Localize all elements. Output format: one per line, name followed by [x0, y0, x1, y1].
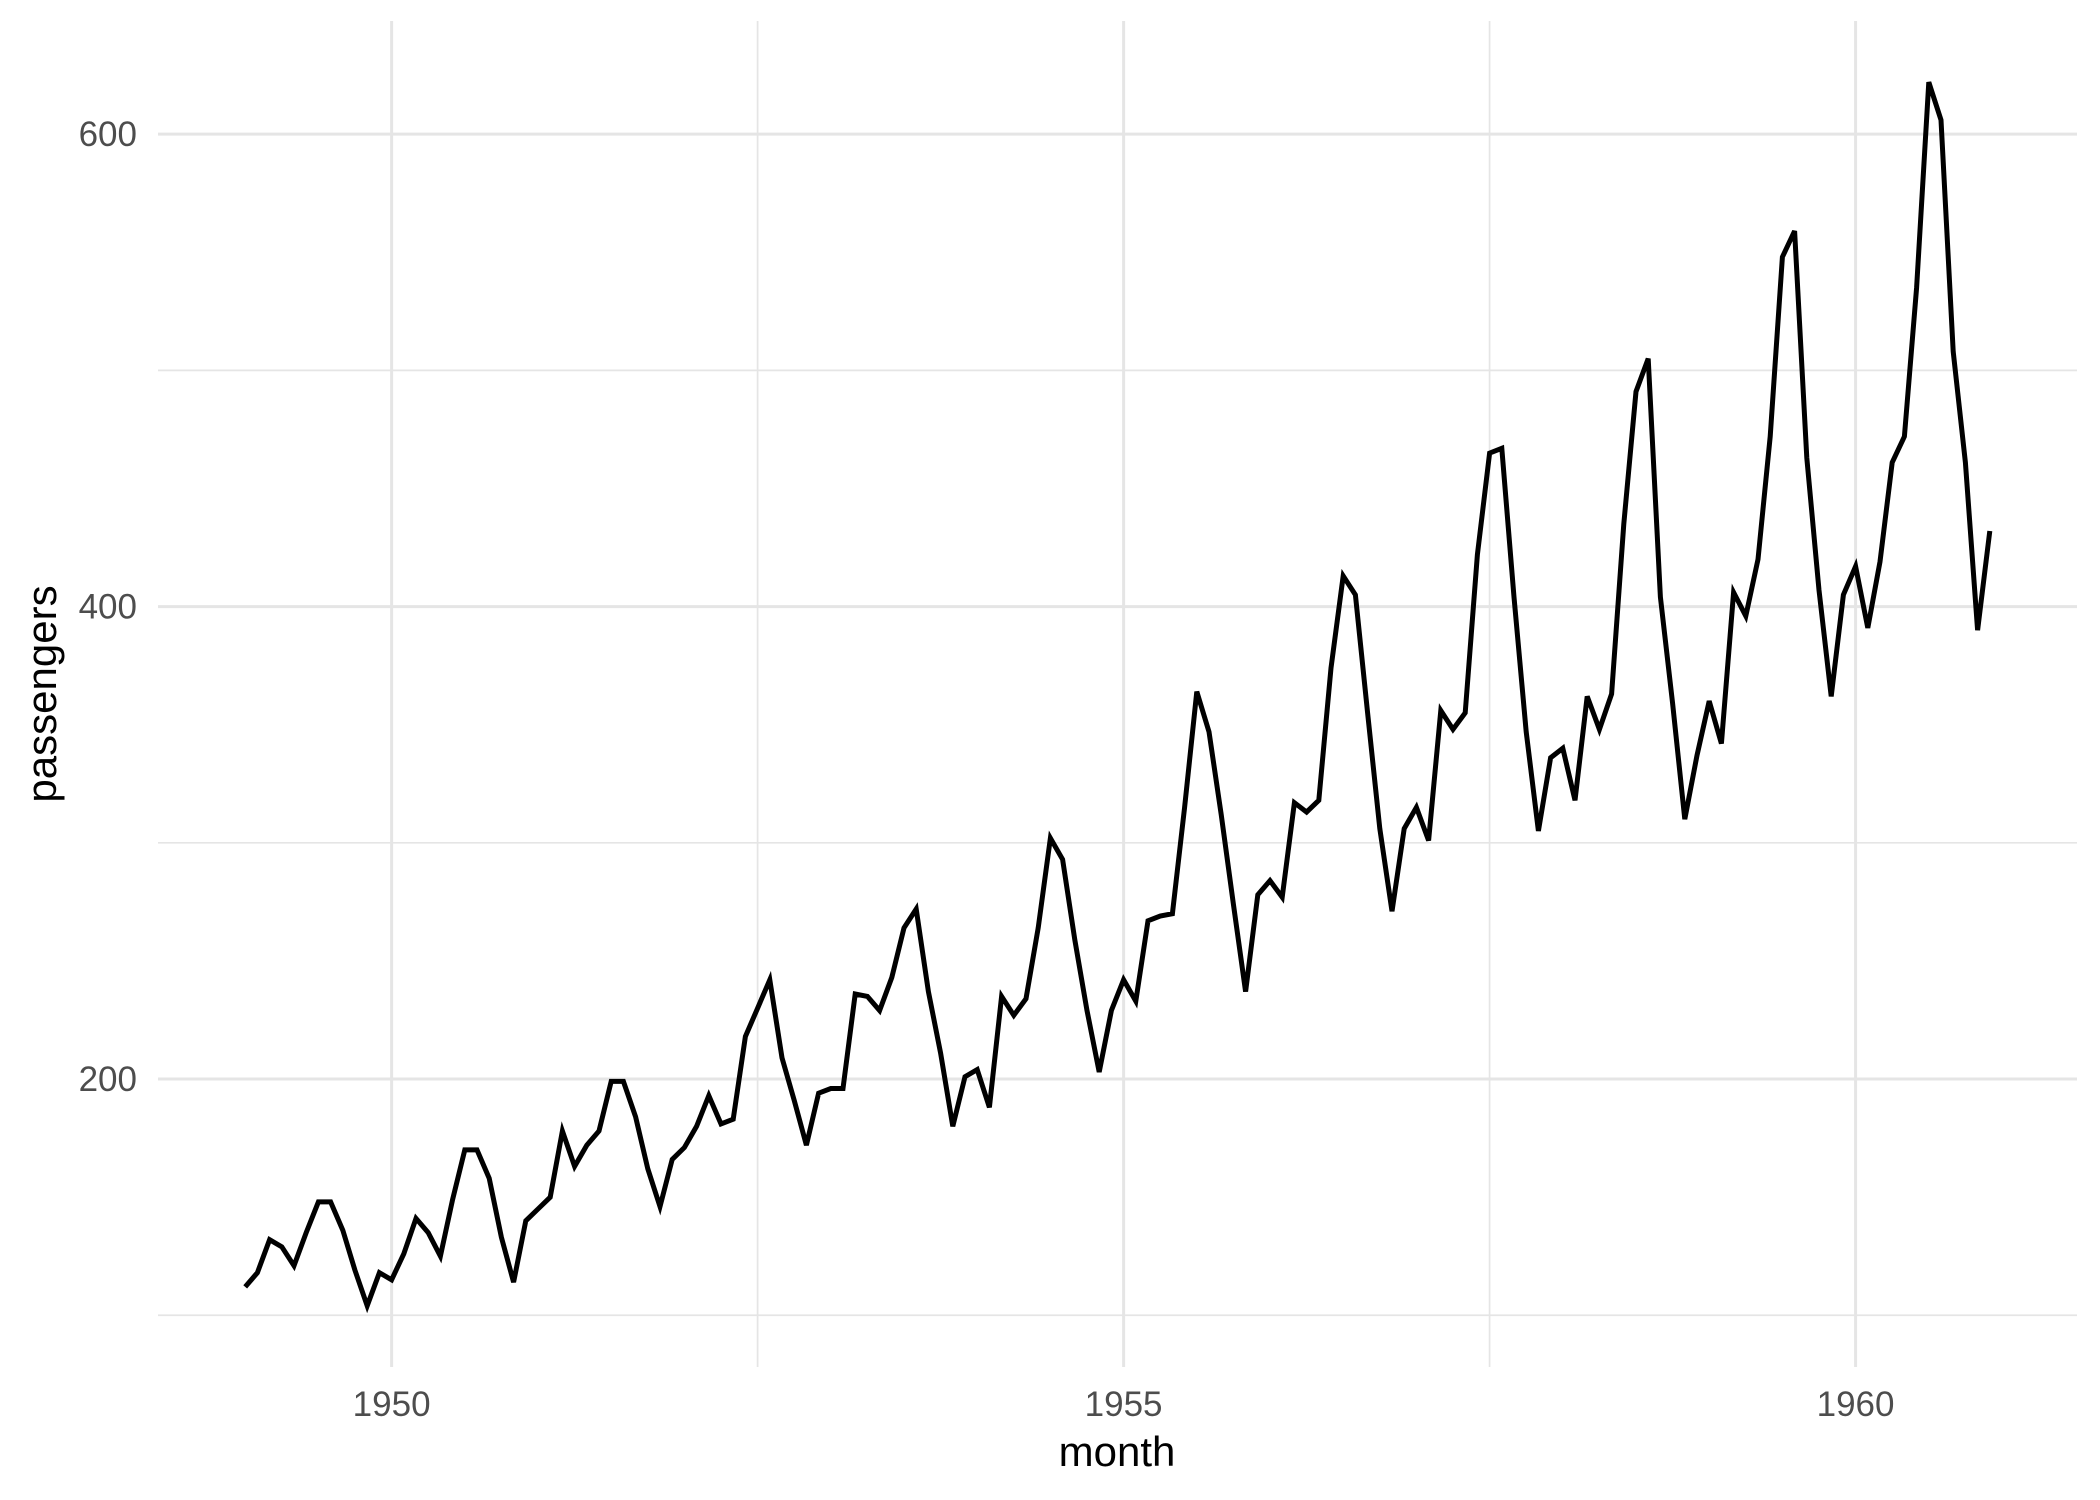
- gridlines-major: [158, 21, 2077, 1367]
- x-tick-label: 1955: [1085, 1385, 1163, 1424]
- gridlines-minor: [158, 21, 2077, 1367]
- x-tick-label: 1950: [353, 1385, 431, 1424]
- x-axis-tick-labels: 1950 1955 1960: [353, 1385, 1895, 1424]
- y-tick-label: 400: [79, 588, 137, 627]
- y-axis-title: passengers: [18, 585, 65, 802]
- x-tick-label: 1960: [1817, 1385, 1895, 1424]
- passengers-series-line: [243, 81, 1993, 1314]
- x-axis-title: month: [1059, 1428, 1176, 1475]
- y-axis-tick-labels: 200 400 600: [79, 115, 137, 1099]
- y-tick-label: 600: [79, 115, 137, 154]
- y-tick-label: 200: [79, 1060, 137, 1099]
